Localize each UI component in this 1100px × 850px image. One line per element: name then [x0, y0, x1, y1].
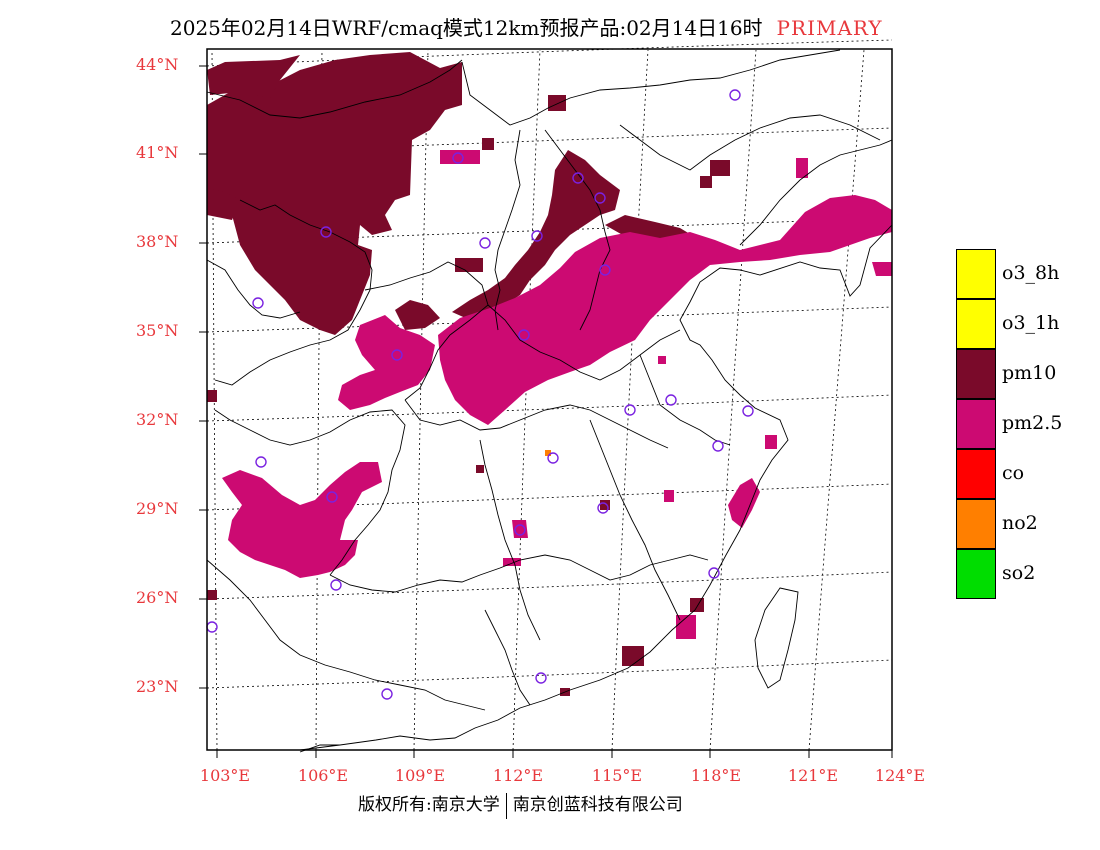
- station-marker: [381, 688, 393, 700]
- coastline: [299, 224, 893, 751]
- lon-label-106: 106°E: [297, 766, 349, 785]
- boundaries: [206, 49, 893, 753]
- pm25-guanzhong: [338, 315, 435, 410]
- lat-label-32: 32°N: [136, 410, 179, 429]
- legend-label: o3_1h: [1002, 312, 1060, 334]
- boundary-yunnan-guangxi: [206, 559, 486, 711]
- footer-divider: [505, 792, 507, 819]
- station-marker: [391, 349, 403, 361]
- pm25-zhejiang-coast: [728, 478, 760, 528]
- legend-label: co: [1002, 462, 1025, 484]
- boundary-hunan-jiangxi: [479, 439, 541, 641]
- station-markers: [206, 89, 754, 700]
- title-text: 2025年02月14日WRF/cmaq模式12km预报产品:02月14日16时: [170, 16, 763, 40]
- legend-swatch: [956, 299, 996, 349]
- boundary-sichuan-chongqing: [214, 409, 406, 576]
- legend-swatch: [956, 449, 996, 499]
- boundary-north-border: [206, 59, 463, 119]
- legend-label: so2: [1002, 562, 1036, 584]
- lat-label-35: 35°N: [136, 321, 179, 340]
- lat-label-26: 26°N: [136, 588, 179, 607]
- pm25-bohai-east: [872, 262, 892, 276]
- station-marker: [712, 440, 724, 452]
- station-marker: [320, 226, 332, 238]
- boundary-northeast: [619, 114, 881, 171]
- lon-label-124: 124°E: [874, 766, 926, 785]
- copyright-owner: 版权所有:南京大学: [358, 795, 500, 815]
- boundary-guangxi-guangdong: [484, 609, 531, 706]
- boundary-shaanxi: [364, 261, 489, 401]
- legend-swatch: [956, 549, 996, 599]
- station-marker: [252, 297, 264, 309]
- pm10-central-blob: [395, 300, 440, 330]
- station-marker: [531, 230, 543, 242]
- title-primary-tag: PRIMARY: [776, 16, 883, 40]
- pm10-northwest-plume: [207, 52, 462, 335]
- station-marker: [597, 502, 609, 514]
- lon-label-118: 118°E: [690, 766, 742, 785]
- station-marker: [547, 452, 559, 464]
- copyright-footer: 版权所有:南京大学 南京创蓝科技有限公司: [358, 790, 683, 819]
- station-marker: [206, 621, 218, 633]
- legend-swatch: [956, 249, 996, 299]
- pm10-top-strip: [207, 55, 300, 98]
- station-marker: [255, 456, 267, 468]
- lat-label-41: 41°N: [136, 143, 179, 162]
- station-marker: [594, 192, 606, 204]
- legend-label: o3_8h: [1002, 262, 1060, 284]
- boundary-guizhou-hunan: [329, 554, 709, 593]
- station-marker: [535, 672, 547, 684]
- legend-swatch: [956, 399, 996, 449]
- boundary-henan: [487, 304, 681, 381]
- pm25-regions: [222, 195, 892, 578]
- station-marker: [572, 172, 584, 184]
- station-marker: [624, 404, 636, 416]
- boundary-yellow-river-north: [494, 129, 521, 331]
- boundary-qinghai: [206, 259, 301, 319]
- station-marker: [479, 237, 491, 249]
- legend-label: no2: [1002, 512, 1038, 534]
- lat-label-29: 29°N: [136, 499, 179, 518]
- pm25-sichuan-basin: [222, 462, 382, 578]
- station-marker: [742, 405, 754, 417]
- legend-swatch: [956, 499, 996, 549]
- axis-ticks: [199, 65, 893, 758]
- lat-label-44: 44°N: [136, 55, 179, 74]
- pm10-beijing-region: [452, 150, 620, 320]
- lon-label-121: 121°E: [787, 766, 839, 785]
- station-marker: [729, 89, 741, 101]
- legend-label: pm10: [1002, 362, 1057, 384]
- liaodong-coast: [739, 139, 893, 246]
- boundary-inner-mongolia: [461, 49, 841, 126]
- lon-label-115: 115°E: [591, 766, 643, 785]
- boundary-hebei-shanxi: [544, 129, 611, 331]
- boundary-hubei: [404, 399, 669, 449]
- station-marker: [599, 264, 611, 276]
- station-marker: [326, 491, 338, 503]
- boundary-jiangxi-fujian: [589, 419, 681, 621]
- pm10-northwest-blob: [207, 188, 240, 220]
- lat-label-23: 23°N: [136, 677, 179, 696]
- pm25-north-china-plain: [438, 195, 892, 425]
- taiwan-island: [754, 587, 799, 689]
- map-title: 2025年02月14日WRF/cmaq模式12km预报产品:02月14日16时 P…: [170, 12, 883, 41]
- boundary-ningxia-gansu: [214, 199, 373, 386]
- lon-label-109: 109°E: [394, 766, 446, 785]
- legend-label: pm2.5: [1002, 412, 1063, 434]
- legend-swatch: [956, 349, 996, 399]
- station-marker: [708, 567, 720, 579]
- lon-label-112: 112°E: [492, 766, 544, 785]
- station-marker: [518, 329, 530, 341]
- lon-label-103: 103°E: [199, 766, 251, 785]
- boundary-jiangsu-anhui: [639, 354, 731, 446]
- station-marker: [514, 524, 526, 536]
- station-marker: [665, 394, 677, 406]
- copyright-company: 南京创蓝科技有限公司: [512, 795, 683, 815]
- map-frame: [206, 48, 893, 751]
- station-marker: [330, 579, 342, 591]
- station-marker: [452, 152, 464, 164]
- lat-label-38: 38°N: [136, 232, 179, 251]
